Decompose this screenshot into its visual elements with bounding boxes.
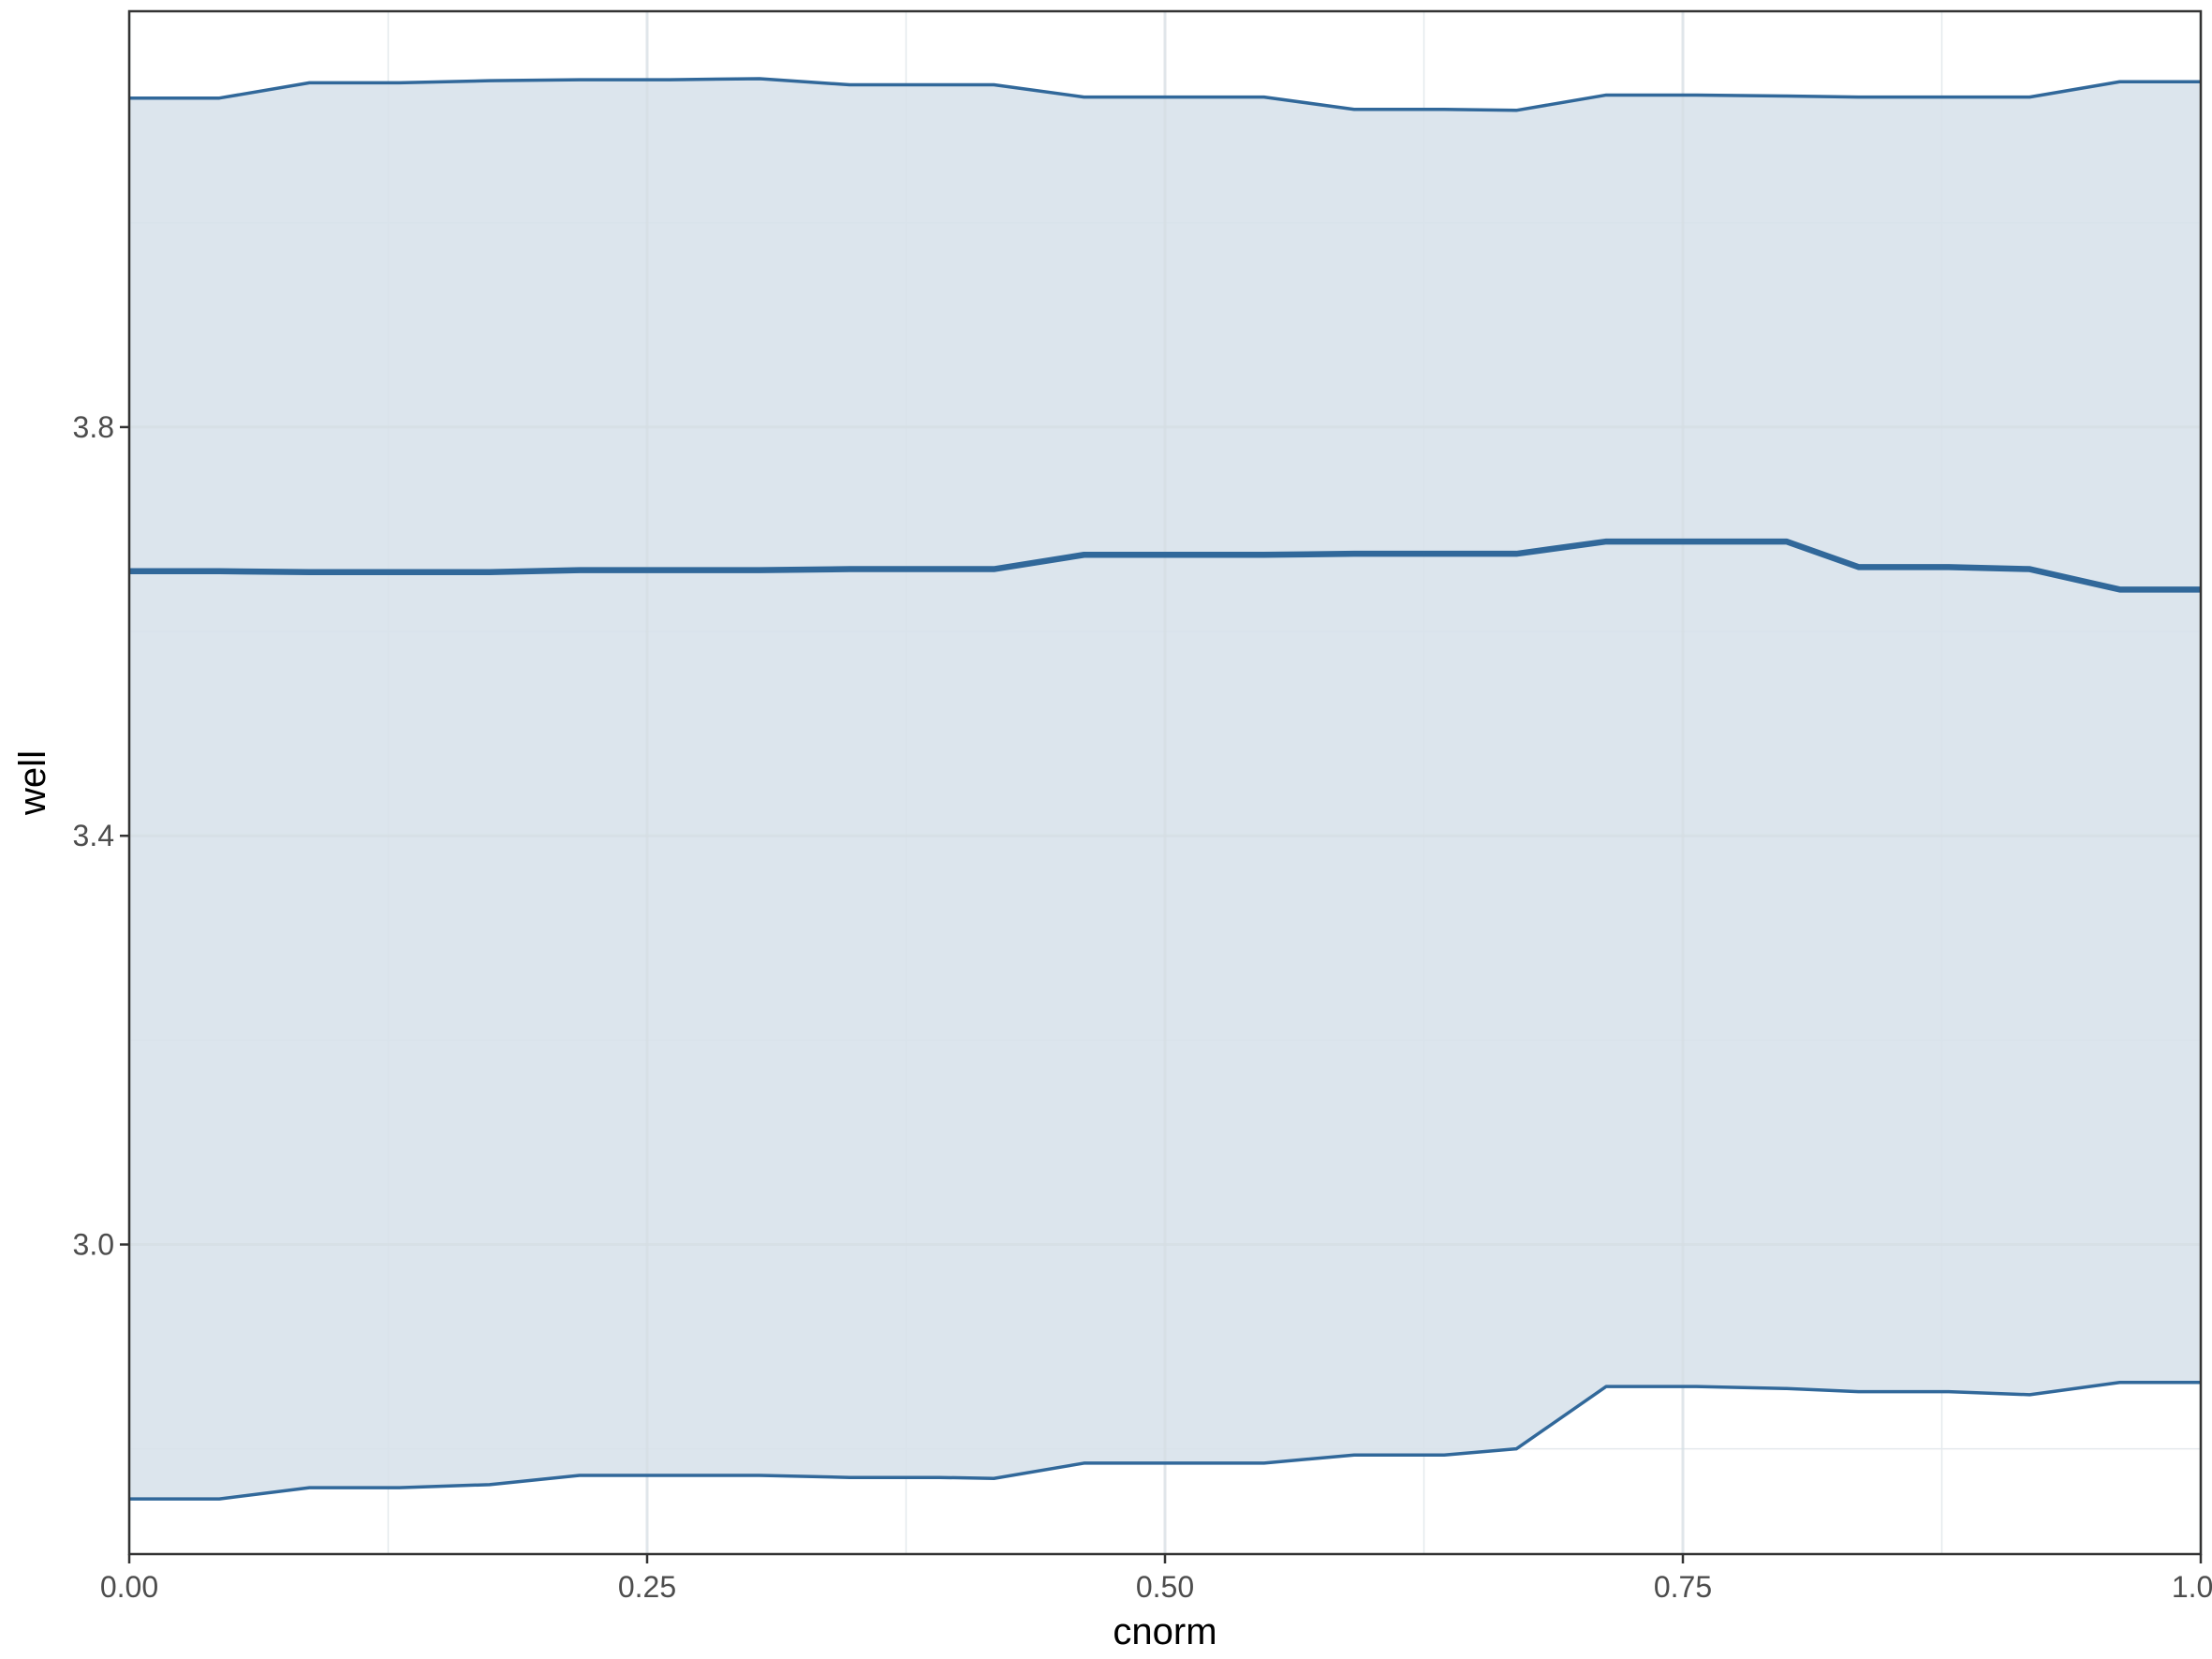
- x-tick-label: 0.75: [1654, 1570, 1712, 1604]
- x-tick-label: 0.50: [1136, 1570, 1194, 1604]
- estimate-line: [129, 538, 2201, 593]
- y-tick-label: 3.4: [73, 819, 114, 852]
- y-tick-label: 3.8: [73, 410, 114, 444]
- y-axis-ticks: 3.0 3.4 3.8: [73, 410, 129, 1262]
- lower-bound-line: [129, 1381, 2201, 1501]
- y-tick-label: 3.0: [73, 1228, 114, 1262]
- series-lines: [129, 77, 2201, 1501]
- x-axis-title: cnorm: [1113, 1611, 1217, 1652]
- upper-bound-line: [129, 77, 2201, 112]
- x-tick-label: 0.00: [100, 1570, 158, 1604]
- x-axis-ticks: 0.00 0.25 0.50 0.75 1.00: [100, 1554, 2212, 1604]
- x-tick-label: 0.25: [618, 1570, 676, 1604]
- x-tick-label: 1.00: [2172, 1570, 2212, 1604]
- y-axis-title: well: [12, 750, 53, 816]
